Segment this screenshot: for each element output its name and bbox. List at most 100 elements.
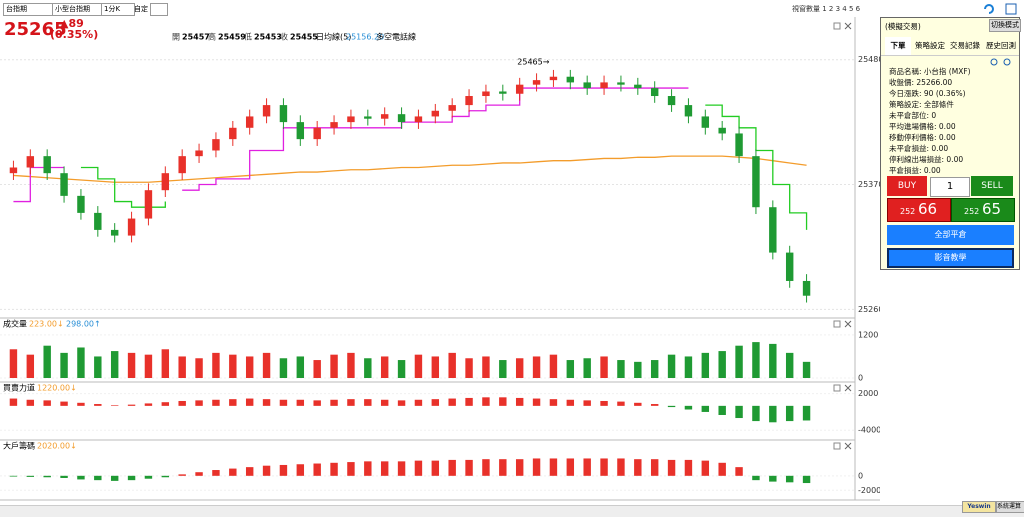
- bar: [144, 403, 153, 406]
- bar: [431, 399, 440, 406]
- bar: [735, 467, 743, 476]
- bar: [769, 475, 777, 482]
- tab-line: [881, 55, 1019, 56]
- last-price: 25265: [4, 19, 67, 40]
- bar: [26, 399, 35, 406]
- bar: [414, 460, 423, 476]
- bar: [650, 404, 659, 406]
- y-tick-label: 25260: [858, 305, 880, 314]
- legend-value: 223.00↓: [29, 320, 64, 329]
- tab[interactable]: 下單: [885, 37, 911, 55]
- candle-body: [380, 114, 389, 119]
- bar: [330, 462, 338, 476]
- close-all-button[interactable]: 全部平倉: [887, 225, 1014, 245]
- info-line: 商品名稱: 小台指 (MXF): [889, 67, 971, 76]
- bar: [684, 356, 693, 378]
- info-line: 平倉損益: 0.00: [889, 166, 941, 175]
- status-bar: [0, 505, 1024, 517]
- y-tick-label: 1200: [858, 330, 878, 339]
- contract-select[interactable]: 小型台指期: [52, 3, 102, 16]
- bar: [9, 398, 18, 406]
- mode-button[interactable]: 切換模式: [989, 19, 1021, 32]
- bar: [313, 463, 321, 476]
- candle-body: [431, 110, 440, 117]
- tab[interactable]: 策略設定: [915, 41, 945, 50]
- zoom-icons[interactable]: [989, 58, 1019, 68]
- panel-close-icon[interactable]: [844, 442, 852, 450]
- tab[interactable]: 歷史回測: [986, 41, 1016, 50]
- candle-body: [195, 150, 203, 157]
- bar: [667, 354, 676, 378]
- price-main: 65: [982, 200, 1002, 218]
- candle-body: [313, 127, 321, 140]
- bar: [515, 459, 524, 476]
- ohlc-value: 25459: [218, 33, 246, 42]
- bar: [617, 458, 625, 476]
- bar: [144, 475, 153, 479]
- bar: [212, 399, 220, 406]
- sell-button[interactable]: SELL: [971, 176, 1013, 196]
- bar: [482, 459, 490, 476]
- bar: [262, 399, 271, 406]
- panel-setting-icon[interactable]: [833, 320, 841, 328]
- bar: [212, 470, 220, 476]
- candle-body: [43, 156, 51, 174]
- price-main: 66: [918, 200, 938, 218]
- ohlc-label: 高: [208, 32, 216, 42]
- bar: [701, 460, 710, 476]
- bar: [262, 352, 271, 378]
- candle-body: [785, 252, 794, 281]
- top-icons[interactable]: [982, 2, 1022, 16]
- bar: [600, 400, 608, 406]
- bar: [178, 400, 186, 406]
- ohlc-value: 25457: [182, 33, 210, 42]
- bar: [347, 399, 355, 406]
- bar: [785, 352, 794, 378]
- candle-body: [245, 116, 254, 128]
- bar: [515, 358, 524, 378]
- candle-body: [144, 190, 153, 219]
- tutorial-button[interactable]: 影音教學: [887, 248, 1014, 268]
- bar: [617, 360, 625, 378]
- panel-setting-icon[interactable]: [833, 442, 841, 450]
- candle-body: [178, 156, 186, 174]
- ma-note: 多空電話線: [376, 32, 416, 42]
- bar: [94, 475, 102, 481]
- candle-body: [229, 127, 237, 140]
- panel-close-icon[interactable]: [844, 22, 852, 30]
- bar: [60, 352, 68, 378]
- bar: [566, 458, 575, 476]
- buy-button[interactable]: BUY: [887, 176, 927, 196]
- bar: [785, 405, 794, 422]
- chart-bg: [0, 17, 880, 505]
- panel-setting-icon[interactable]: [833, 22, 841, 30]
- bar: [482, 397, 490, 406]
- buy-price[interactable]: 252 66: [887, 198, 951, 222]
- candle-body: [262, 105, 271, 117]
- price-prefix: 252: [900, 207, 916, 216]
- tab[interactable]: 交易記錄: [950, 41, 980, 50]
- info-line: 未平倉部位: 0: [889, 111, 937, 120]
- symbol-select[interactable]: 台指期: [3, 3, 53, 16]
- bar: [26, 354, 35, 378]
- panel-setting-icon[interactable]: [833, 384, 841, 392]
- bar: [499, 360, 507, 378]
- ohlc-value: 25453: [254, 33, 282, 42]
- custom-input[interactable]: [150, 3, 168, 16]
- period-select[interactable]: 1分K: [101, 3, 135, 16]
- annotation: 25465→: [517, 57, 549, 66]
- legend-value: 2020.00↓: [37, 442, 77, 451]
- window-count[interactable]: 視窗數量 1 2 3 4 5 6: [792, 5, 861, 13]
- bar: [802, 361, 811, 378]
- bar: [77, 475, 85, 480]
- y-tick-label: -2000: [858, 486, 880, 495]
- candle-body: [549, 76, 558, 81]
- sell-price[interactable]: 252 65: [951, 198, 1015, 222]
- qty-input[interactable]: 1: [930, 177, 970, 197]
- panel-close-icon[interactable]: [844, 384, 852, 392]
- panel-close-icon[interactable]: [844, 320, 852, 328]
- bar: [364, 399, 372, 406]
- candle-body: [701, 116, 710, 128]
- bar: [26, 475, 35, 477]
